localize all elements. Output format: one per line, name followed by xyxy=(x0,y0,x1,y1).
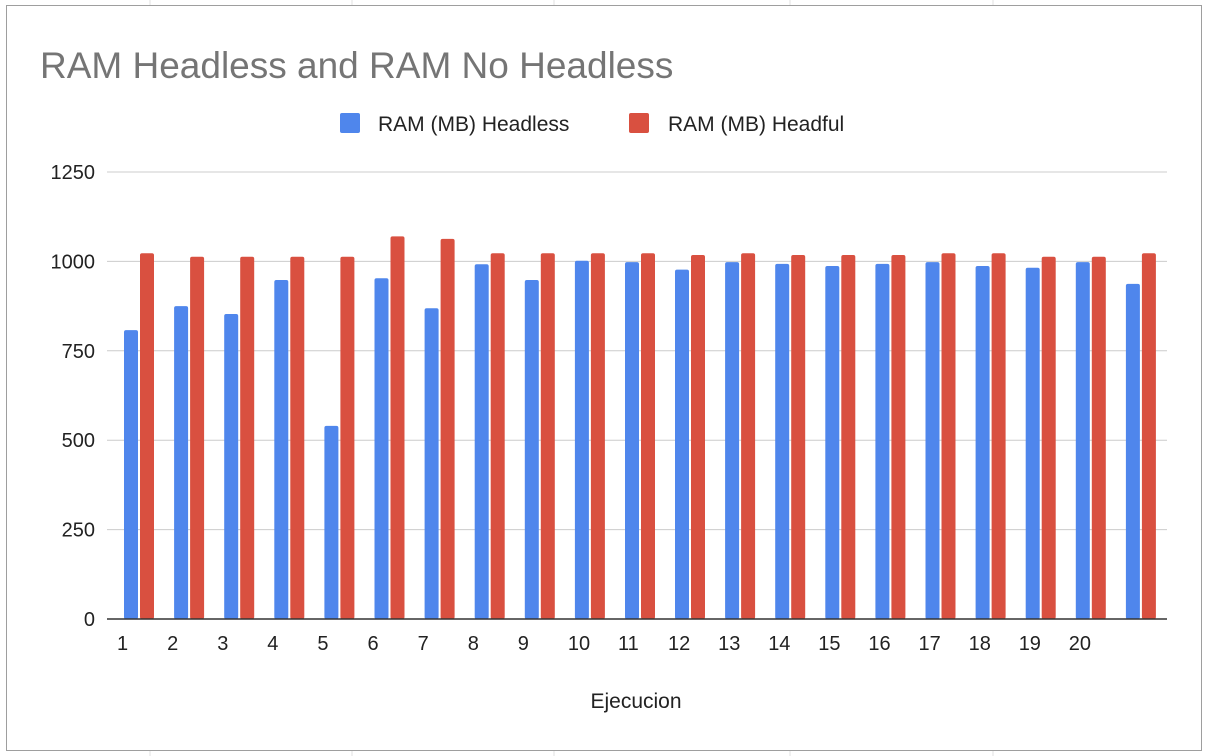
chart-legend: RAM (MB) Headless RAM (MB) Headful xyxy=(340,113,844,136)
bar-headful-18[interactable] xyxy=(991,253,1006,619)
bar-headful-17[interactable] xyxy=(941,253,956,619)
bar-headful-3[interactable] xyxy=(240,256,255,619)
bar-headful-2[interactable] xyxy=(190,256,205,619)
x-axis-tick-labels: 1 2 3 4 5 6 7 8 9 10 11 12 13 14 15 16 17 18 19 20 xyxy=(117,633,1091,655)
x-tick-label: 19 xyxy=(1019,633,1041,655)
x-tick-label: 3 xyxy=(217,633,228,655)
bar-headless-21[interactable] xyxy=(1125,283,1140,619)
x-tick-label: 10 xyxy=(568,633,590,655)
x-tick-label: 20 xyxy=(1069,633,1091,655)
bar-headful-8[interactable] xyxy=(490,253,505,619)
bar-headful-19[interactable] xyxy=(1041,256,1056,619)
bar-headless-19[interactable] xyxy=(1025,267,1040,619)
legend-swatch-headful xyxy=(629,113,649,133)
x-tick-label: 1 xyxy=(117,633,128,655)
bar-headful-15[interactable] xyxy=(841,255,856,619)
x-tick-label: 13 xyxy=(718,633,740,655)
bar-headful-12[interactable] xyxy=(691,255,705,619)
bar-headful-11[interactable] xyxy=(641,253,655,619)
bar-headful-6[interactable] xyxy=(390,236,405,619)
x-tick-label: 7 xyxy=(418,633,429,655)
bar-headless-20[interactable] xyxy=(1075,262,1090,619)
x-tick-label: 17 xyxy=(919,633,941,655)
bar-headless-16[interactable] xyxy=(875,263,890,619)
y-axis-tick-labels: 0 250 500 750 1000 1250 xyxy=(51,162,96,631)
bar-headful-1[interactable] xyxy=(140,253,154,619)
bar-headless-13[interactable] xyxy=(725,262,740,619)
x-axis-title: Ejecucion xyxy=(590,690,681,713)
x-tick-label: 14 xyxy=(768,633,790,655)
x-tick-label: 9 xyxy=(518,633,529,655)
bar-headless-14[interactable] xyxy=(775,263,790,619)
bar-headful-21[interactable] xyxy=(1141,253,1156,619)
bar-headless-4[interactable] xyxy=(274,280,289,619)
x-tick-label: 11 xyxy=(618,633,639,655)
x-tick-label: 16 xyxy=(868,633,890,655)
bar-headless-8[interactable] xyxy=(474,264,489,619)
y-tick-label: 250 xyxy=(62,520,95,542)
legend-label-headful: RAM (MB) Headful xyxy=(668,113,844,136)
chart-title: RAM Headless and RAM No Headless xyxy=(40,45,673,86)
bar-headless-9[interactable] xyxy=(524,280,539,619)
bar-headless-1[interactable] xyxy=(124,330,138,619)
bar-headful-9[interactable] xyxy=(540,253,555,619)
bar-headless-11[interactable] xyxy=(625,262,639,619)
y-tick-label: 0 xyxy=(84,609,95,631)
bar-headful-13[interactable] xyxy=(741,253,756,619)
bar-headful-10[interactable] xyxy=(590,253,605,619)
y-tick-label: 500 xyxy=(62,430,95,452)
x-tick-label: 4 xyxy=(267,633,278,655)
bar-headless-12[interactable] xyxy=(675,269,689,619)
bar-headless-15[interactable] xyxy=(825,266,840,619)
bar-headless-17[interactable] xyxy=(925,262,940,619)
bar-headless-2[interactable] xyxy=(174,306,189,619)
x-tick-label: 12 xyxy=(668,633,690,655)
bar-headless-3[interactable] xyxy=(224,314,239,619)
bar-headful-5[interactable] xyxy=(340,256,355,619)
legend-label-headless: RAM (MB) Headless xyxy=(378,113,569,136)
bar-headless-18[interactable] xyxy=(975,266,990,619)
bar-headful-14[interactable] xyxy=(791,255,806,619)
bar-headless-7[interactable] xyxy=(424,308,439,619)
x-tick-label: 15 xyxy=(818,633,840,655)
bars xyxy=(124,236,1156,619)
x-tick-label: 6 xyxy=(368,633,379,655)
bar-headful-20[interactable] xyxy=(1091,256,1106,619)
y-tick-label: 1000 xyxy=(51,251,96,273)
bar-headless-10[interactable] xyxy=(574,260,589,619)
bar-headful-4[interactable] xyxy=(290,256,305,619)
x-tick-label: 5 xyxy=(317,633,328,655)
x-tick-label: 18 xyxy=(969,633,991,655)
bar-headless-5[interactable] xyxy=(324,425,339,619)
y-tick-label: 750 xyxy=(62,341,95,363)
y-tick-label: 1250 xyxy=(51,162,96,184)
bar-headful-16[interactable] xyxy=(891,255,906,619)
bar-headless-6[interactable] xyxy=(374,278,389,619)
bar-headful-7[interactable] xyxy=(440,238,455,619)
x-tick-label: 2 xyxy=(167,633,178,655)
x-tick-label: 8 xyxy=(468,633,479,655)
legend-swatch-headless xyxy=(340,113,360,133)
